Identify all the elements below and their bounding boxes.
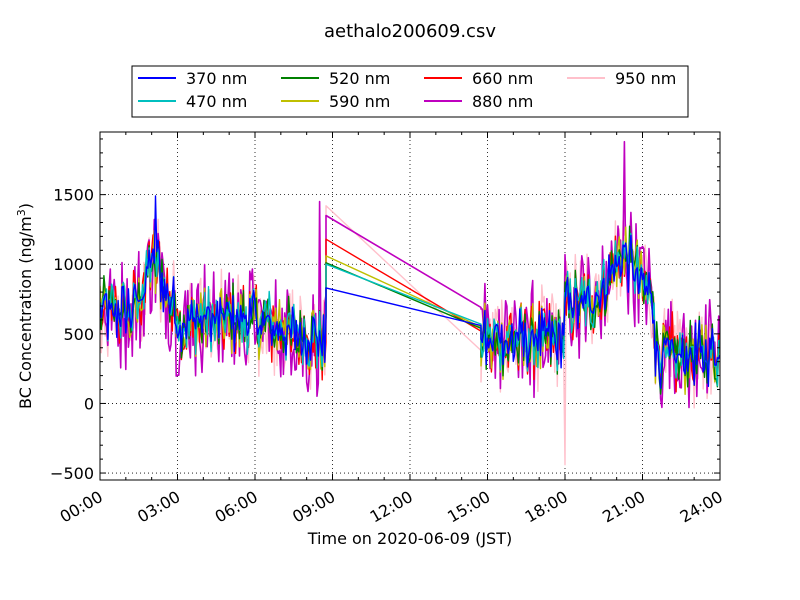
axis-ticks (99, 132, 721, 480)
legend-label: 660 nm (472, 69, 533, 88)
y-tick-labels: −500 0 500 1000 1500 (50, 186, 94, 483)
legend-label: 370 nm (186, 69, 247, 88)
series-line (100, 195, 720, 389)
legend: 370 nm 470 nm 520 nm 590 nm 660 nm 880 nm 950 … (131, 65, 689, 118)
y-tick-label: 1000 (53, 255, 94, 274)
legend-frame (131, 65, 689, 118)
y-tick-label: 1500 (53, 186, 94, 205)
y-tick-label: 500 (63, 325, 94, 344)
y-tick-label: 0 (84, 394, 94, 413)
y-tick-label: −500 (50, 464, 94, 483)
y-axis-label: BC Concentration (ng/m3) (15, 203, 35, 409)
chart-title: aethalo200609.csv (324, 21, 496, 42)
legend-label: 470 nm (186, 92, 247, 111)
x-axis-label: Time on 2020-06-09 (JST) (307, 529, 512, 548)
legend-label: 950 nm (615, 69, 676, 88)
plot-lines (100, 140, 720, 466)
legend-label: 590 nm (329, 92, 390, 111)
legend-label: 880 nm (472, 92, 533, 111)
legend-label: 520 nm (329, 69, 390, 88)
